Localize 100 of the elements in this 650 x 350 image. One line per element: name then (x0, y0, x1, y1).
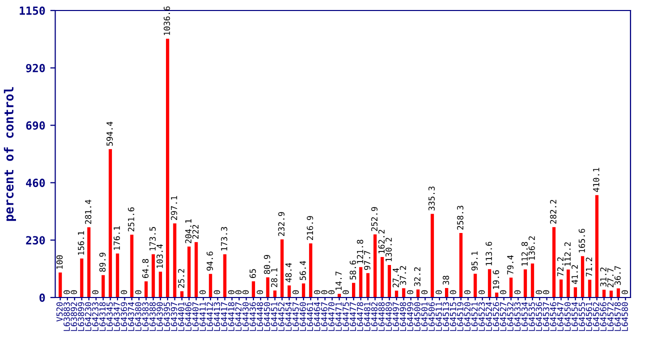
data-label: 58.6 (350, 260, 356, 280)
x-tick-label: L64369 (120, 302, 128, 331)
x-tick-label: L64547 (557, 302, 564, 331)
x-tick-label: L64499 (406, 302, 414, 331)
x-tick-label: L64535 (528, 302, 535, 331)
x-tick-label: L64395 (164, 302, 170, 331)
data-label: 0 (92, 290, 98, 294)
x-tick-label: L64471 (335, 302, 342, 331)
data-label: 0 (199, 290, 206, 294)
bar (187, 246, 191, 298)
data-label: 113.6 (486, 242, 492, 266)
bar (130, 234, 134, 298)
data-label: 0 (214, 290, 220, 294)
bar (102, 275, 105, 298)
x-tick-label: L64498 (400, 302, 406, 331)
x-tick-label: L64450 (264, 302, 270, 331)
bar (552, 227, 556, 298)
data-label: 258.3 (457, 206, 464, 230)
data-label: 112.2 (564, 242, 571, 266)
x-tick-label: L64388 (149, 302, 156, 331)
x-tick-label: L64515 (450, 302, 456, 331)
data-label: 80.9 (264, 255, 270, 274)
x-tick-label: L63883 (64, 302, 70, 331)
data-label: 112.8 (521, 242, 528, 266)
x-tick-label: L64566 (600, 302, 606, 331)
data-label: 156.1 (78, 231, 84, 255)
x-tick-label: L64230 (85, 302, 92, 331)
x-tick-label: L64318 (99, 302, 106, 331)
x-tick-label: L64427 (235, 302, 242, 331)
y-tick-label: 920 (26, 64, 45, 72)
data-label: 0 (135, 290, 142, 294)
data-label: 0 (314, 290, 320, 294)
x-tick-label: L64481 (364, 302, 370, 331)
x-tick-label: L64412 (206, 302, 213, 331)
x-tick-label: L64546 (550, 302, 556, 331)
bar (616, 288, 620, 298)
bar (595, 195, 598, 298)
x-tick-label: L64506 (428, 302, 435, 331)
data-label: 281.4 (85, 200, 92, 224)
bar (495, 292, 498, 298)
data-label: 0 (292, 290, 299, 294)
data-label: 176.1 (114, 226, 120, 250)
x-tick-label: L64418 (228, 302, 234, 331)
data-label: 94.6 (206, 252, 213, 271)
x-tick-label: L64374 (128, 302, 134, 331)
data-label: 0 (228, 290, 234, 294)
x-tick-label: L64383 (142, 302, 149, 331)
bar (509, 278, 513, 298)
x-tick-label: L64562 (593, 302, 600, 331)
x-tick-label: L64550 (564, 302, 571, 331)
data-label: 594.4 (106, 122, 113, 146)
y-tick-label: 690 (26, 121, 45, 130)
bar (359, 267, 362, 298)
data-label: 1036.6 (164, 6, 170, 36)
data-label: 0 (235, 290, 242, 294)
data-label: 14.7 (336, 272, 342, 290)
x-tick-label: L64417 (220, 302, 228, 331)
data-label: 0 (450, 290, 456, 294)
x-tick-label: L64554 (572, 302, 578, 331)
bar (266, 277, 270, 298)
y-tick-label: 230 (26, 236, 45, 244)
bar (166, 38, 170, 298)
bar (280, 239, 284, 298)
bar (380, 257, 384, 298)
x-tick-label: L64526 (492, 302, 500, 331)
x-tick-label: L64233 (92, 302, 98, 331)
x-tick-label: L64430 (242, 302, 249, 331)
x-tick-label: L64533 (514, 302, 521, 331)
x-tick-label: L64401 (178, 302, 184, 331)
data-label: 410.1 (593, 168, 600, 192)
bar (430, 214, 434, 298)
bar (288, 285, 291, 298)
bar (173, 223, 176, 298)
data-label: 103.4 (156, 244, 163, 268)
x-tick-label: L64578 (614, 302, 621, 331)
data-label: 71.2 (586, 258, 592, 276)
data-label: 130.2 (386, 238, 392, 262)
data-label: 0 (328, 290, 335, 294)
x-tick-label: L64407 (192, 302, 199, 331)
bar (580, 256, 584, 298)
data-label: 173.5 (149, 227, 156, 250)
data-label: 72.2 (557, 257, 564, 276)
data-label: 251.6 (128, 207, 134, 232)
data-label: 95.1 (471, 251, 478, 270)
x-tick-label: L64555 (578, 302, 586, 331)
data-label: 0 (436, 290, 442, 294)
data-label: 36.7 (614, 266, 621, 286)
x-tick-label: L64524 (486, 302, 492, 331)
x-tick-label: L64390 (156, 302, 163, 331)
data-label: 216.9 (306, 216, 314, 240)
data-label: 0 (622, 290, 628, 294)
x-tick-label: L64452 (278, 302, 284, 331)
x-tick-label: L64521 (471, 302, 478, 331)
x-tick-label: L64448 (256, 302, 264, 331)
y-axis-title: percent of control (4, 87, 16, 221)
x-tick-label: L64451 (271, 302, 278, 331)
data-label: 32.2 (414, 267, 420, 286)
bar (574, 287, 578, 298)
x-tick-label: L64523 (478, 302, 485, 331)
bar (373, 234, 377, 298)
